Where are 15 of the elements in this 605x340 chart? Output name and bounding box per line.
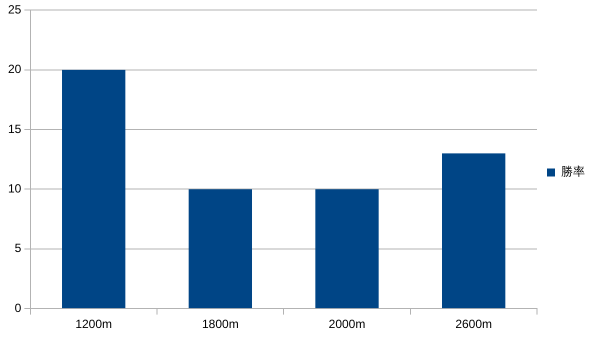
x-tick-label: 2000m bbox=[328, 317, 366, 332]
bar bbox=[188, 189, 252, 308]
y-tick-label: 15 bbox=[8, 122, 22, 136]
x-tick-label: 2600m bbox=[455, 317, 492, 332]
y-tick-label: 25 bbox=[8, 2, 22, 17]
y-tick-label: 20 bbox=[8, 62, 22, 76]
x-tick-label: 1200m bbox=[75, 317, 112, 332]
bar bbox=[315, 189, 379, 308]
bar bbox=[62, 70, 126, 308]
y-tick-label: 10 bbox=[8, 182, 22, 196]
x-tick-label: 1800m bbox=[202, 317, 239, 332]
legend-label: 勝率 bbox=[561, 164, 585, 179]
y-tick-label: 0 bbox=[14, 300, 22, 315]
y-tick-label: 5 bbox=[14, 241, 22, 256]
bar bbox=[442, 153, 506, 308]
